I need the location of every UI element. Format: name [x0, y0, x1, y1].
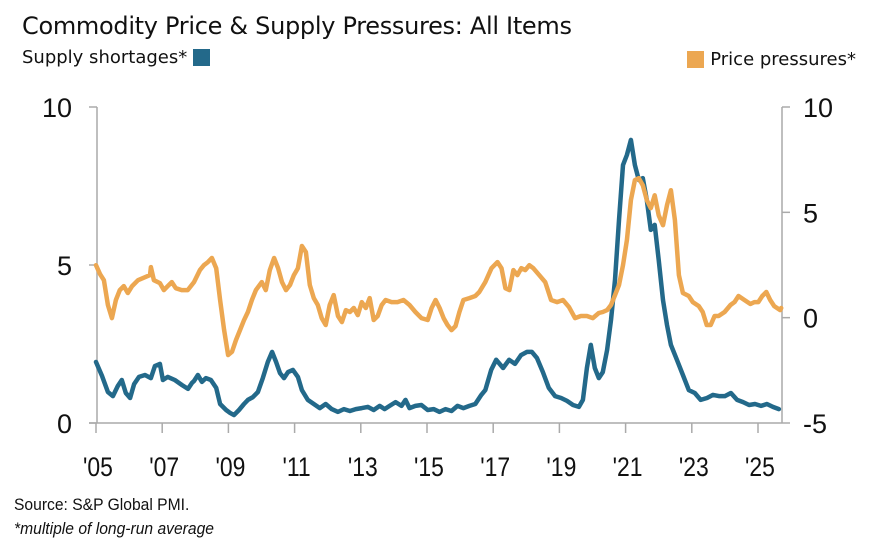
y-right-tick-label: -5 [803, 409, 827, 439]
legend-price-swatch [687, 51, 705, 68]
y-right-tick-label: 5 [803, 198, 818, 228]
y-left-tick-label: 5 [57, 251, 72, 281]
x-tick-label: '21 [613, 452, 643, 482]
supply-shortages-line [93, 137, 782, 418]
x-tick-label: '23 [679, 452, 709, 482]
legend-supply: Supply shortages* [22, 47, 211, 68]
chart-title: Commodity Price & Supply Pressures: All … [22, 12, 572, 40]
y-left-tick-label: 10 [42, 93, 72, 123]
x-tick-label: '11 [282, 452, 310, 482]
legend-supply-label: Supply shortages* [22, 47, 188, 68]
legend-price: Price pressures* [687, 49, 856, 70]
x-tick-label: '19 [546, 452, 576, 482]
y-right-tick-label: 0 [803, 304, 818, 334]
x-tick-label: '17 [480, 452, 510, 482]
y-right-tick-label: 10 [803, 93, 833, 123]
footnote: *multiple of long-run average [14, 519, 214, 538]
x-tick-label: '09 [215, 452, 245, 482]
x-tick-label: '07 [149, 452, 179, 482]
x-tick-label: '05 [83, 452, 113, 482]
legend-supply-swatch [193, 49, 211, 66]
x-tick-label: '13 [348, 452, 378, 482]
y-left-tick-label: 0 [57, 409, 72, 439]
source-note: Source: S&P Global PMI. [14, 495, 190, 514]
x-tick-label: '25 [745, 452, 775, 482]
price-pressures-line [93, 175, 784, 358]
legend-price-label: Price pressures* [710, 49, 856, 70]
x-tick-label: '15 [414, 452, 444, 482]
